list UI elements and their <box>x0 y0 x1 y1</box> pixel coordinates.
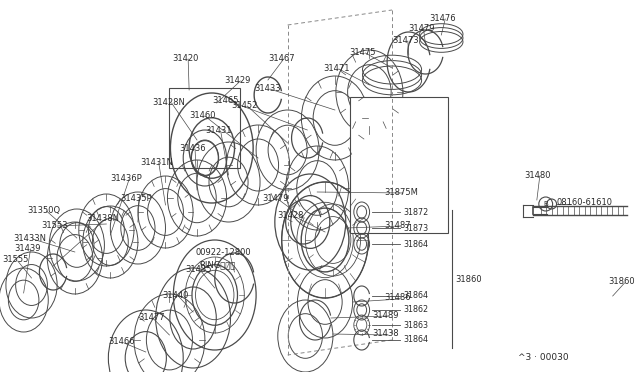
Text: 08160-61610: 08160-61610 <box>557 198 612 206</box>
Text: 31471: 31471 <box>323 64 349 73</box>
Text: 31864: 31864 <box>403 240 428 248</box>
Text: 31438: 31438 <box>372 330 399 339</box>
Text: 31872: 31872 <box>403 208 429 217</box>
Text: 31433: 31433 <box>254 83 281 93</box>
Text: 31860: 31860 <box>456 276 482 285</box>
Text: 31555: 31555 <box>2 256 28 264</box>
Text: 31475: 31475 <box>349 48 376 57</box>
Text: 31431: 31431 <box>205 125 232 135</box>
Text: 31479: 31479 <box>408 23 435 32</box>
Text: 31477: 31477 <box>138 314 164 323</box>
Text: 31420: 31420 <box>172 54 199 62</box>
Text: 31466: 31466 <box>108 337 135 346</box>
Text: 31431N: 31431N <box>140 157 173 167</box>
Text: 31479: 31479 <box>262 193 289 202</box>
Text: B: B <box>543 201 548 207</box>
Text: 31480: 31480 <box>524 170 550 180</box>
Text: 31436: 31436 <box>179 144 206 153</box>
Text: 31350Q: 31350Q <box>28 205 61 215</box>
Text: 31433N: 31433N <box>14 234 47 243</box>
Text: 31553: 31553 <box>42 221 68 230</box>
Text: 31435P: 31435P <box>120 193 152 202</box>
Text: RINGリング: RINGリング <box>199 260 236 269</box>
Bar <box>170 88 241 168</box>
Text: 31862: 31862 <box>403 305 428 314</box>
Text: 31875M: 31875M <box>384 187 418 196</box>
Text: 31436P: 31436P <box>110 173 142 183</box>
Text: 31452: 31452 <box>232 100 258 109</box>
Text: 31476: 31476 <box>429 13 456 22</box>
Text: 31429: 31429 <box>225 76 251 84</box>
Text: 31465: 31465 <box>212 96 239 105</box>
Text: 31487: 31487 <box>384 221 411 230</box>
Text: 31864: 31864 <box>403 336 428 344</box>
Text: 31428: 31428 <box>278 211 304 219</box>
Text: 31428N: 31428N <box>153 97 186 106</box>
Text: 31864: 31864 <box>403 292 428 301</box>
Text: 31435: 31435 <box>185 266 212 275</box>
Text: 31860: 31860 <box>609 278 636 286</box>
Text: 00922-12800: 00922-12800 <box>195 247 251 257</box>
Text: 31473: 31473 <box>392 35 419 45</box>
Text: ^3 · 00030: ^3 · 00030 <box>518 353 569 362</box>
Text: 31440: 31440 <box>163 291 189 299</box>
Text: 31438N: 31438N <box>86 214 120 222</box>
Text: 31439: 31439 <box>15 244 41 253</box>
Text: 31873: 31873 <box>403 224 428 232</box>
Text: 31489: 31489 <box>372 311 399 320</box>
Text: 31486: 31486 <box>384 294 411 302</box>
Text: 31863: 31863 <box>403 321 428 330</box>
Bar <box>350 97 447 232</box>
Text: 31460: 31460 <box>189 110 216 119</box>
Text: 31467: 31467 <box>268 54 294 62</box>
